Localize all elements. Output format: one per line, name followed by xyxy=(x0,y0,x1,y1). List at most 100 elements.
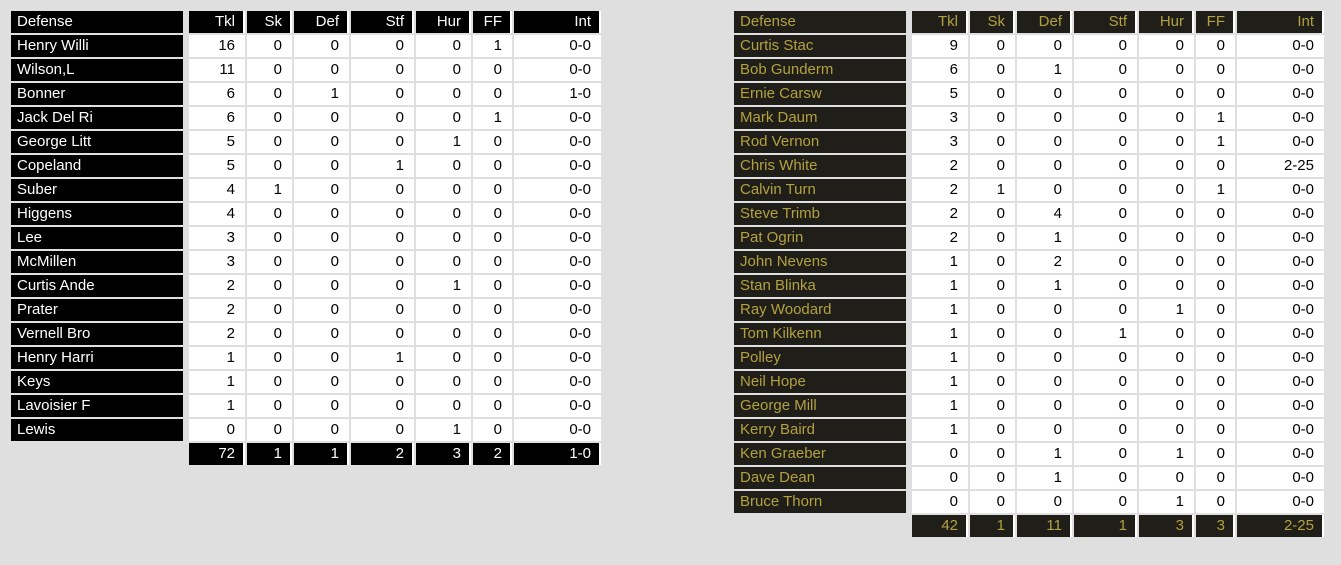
stat-cell: 0 xyxy=(416,323,471,345)
stat-cell: 0 xyxy=(1196,419,1235,441)
stat-cell: 0 xyxy=(351,419,414,441)
stat-cell: 16 xyxy=(189,35,245,57)
stat-cell: 1 xyxy=(1196,179,1235,201)
stat-cell: 0 xyxy=(1074,155,1137,177)
stat-cell: 0 xyxy=(1074,35,1137,57)
stat-cell: 1 xyxy=(473,107,512,129)
stat-cell: 0 xyxy=(189,419,245,441)
stat-cell: 2 xyxy=(189,275,245,297)
stat-cell: 0 xyxy=(351,227,414,249)
stat-cell: 0 xyxy=(970,347,1015,369)
stat-cell: 0 xyxy=(1017,419,1072,441)
stat-cell: 0-0 xyxy=(1237,299,1324,321)
column-header-ff: FF xyxy=(1196,11,1235,33)
player-name-cell: McMillen xyxy=(11,251,187,273)
stat-cell: 0 xyxy=(1139,59,1194,81)
stat-cell: 0-0 xyxy=(1237,251,1324,273)
stat-cell: 0 xyxy=(351,299,414,321)
stat-cell: 0-0 xyxy=(514,299,601,321)
player-name-cell: Keys xyxy=(11,371,187,393)
stat-cell: 0 xyxy=(1017,347,1072,369)
stat-cell: 0 xyxy=(1074,107,1137,129)
stat-cell: 0 xyxy=(294,155,349,177)
stat-cell: 0 xyxy=(1074,443,1137,465)
stat-cell: 2-25 xyxy=(1237,155,1324,177)
stat-cell: 0-0 xyxy=(514,35,601,57)
stat-cell: 0 xyxy=(416,203,471,225)
stat-cell: 0-0 xyxy=(1237,107,1324,129)
defense-stats-table-left: Defense Tkl Sk Def Stf Hur FF Int Henry Willi 16 0… xyxy=(9,9,603,467)
stat-cell: 0 xyxy=(1139,35,1194,57)
stat-cell: 0 xyxy=(1139,155,1194,177)
stat-cell: 0 xyxy=(294,347,349,369)
player-name-cell: Curtis Ande xyxy=(11,275,187,297)
defense-stats-table-right: Defense Tkl Sk Def Stf Hur FF Int Curtis Stac 9 0 0… xyxy=(732,9,1326,539)
stat-cell: 0 xyxy=(473,419,512,441)
table-row: Henry Harri 1 0 0 1 0 0 0-0 xyxy=(11,347,601,369)
stat-cell: 0 xyxy=(970,59,1015,81)
stat-cell: 5 xyxy=(189,131,245,153)
stat-cell: 0 xyxy=(294,299,349,321)
player-name-cell: Bonner xyxy=(11,83,187,105)
table-row: Bruce Thorn 0 0 0 0 1 0 0-0 xyxy=(734,491,1324,513)
stat-cell: 0 xyxy=(294,179,349,201)
stat-cell: 1 xyxy=(473,35,512,57)
totals-spacer-cell xyxy=(734,515,910,537)
total-cell: 2 xyxy=(473,443,512,465)
stat-cell: 0 xyxy=(294,395,349,417)
stat-cell: 0-0 xyxy=(1237,323,1324,345)
column-header-hur: Hur xyxy=(416,11,471,33)
stat-cell: 0 xyxy=(416,395,471,417)
stat-cell: 0 xyxy=(912,467,968,489)
table-row: Ernie Carsw 5 0 0 0 0 0 0-0 xyxy=(734,83,1324,105)
stat-cell: 1 xyxy=(912,371,968,393)
stat-cell: 5 xyxy=(189,155,245,177)
stat-cell: 4 xyxy=(189,179,245,201)
stat-cell: 0-0 xyxy=(1237,35,1324,57)
player-name-cell: George Litt xyxy=(11,131,187,153)
stat-cell: 4 xyxy=(1017,203,1072,225)
total-cell: 3 xyxy=(416,443,471,465)
stat-cell: 0-0 xyxy=(514,275,601,297)
table-row: Copeland 5 0 0 1 0 0 0-0 xyxy=(11,155,601,177)
stat-cell: 1 xyxy=(189,347,245,369)
stat-cell: 0 xyxy=(1017,155,1072,177)
column-header-sk: Sk xyxy=(970,11,1015,33)
stat-cell: 1 xyxy=(912,395,968,417)
stat-cell: 0 xyxy=(1196,323,1235,345)
table-row: Henry Willi 16 0 0 0 0 1 0-0 xyxy=(11,35,601,57)
player-name-cell: Lee xyxy=(11,227,187,249)
stat-cell: 0 xyxy=(912,491,968,513)
stat-cell: 1 xyxy=(351,347,414,369)
column-header-int: Int xyxy=(514,11,601,33)
table-row: Keys 1 0 0 0 0 0 0-0 xyxy=(11,371,601,393)
player-name-cell: Ken Graeber xyxy=(734,443,910,465)
totals-spacer-cell xyxy=(11,443,187,465)
totals-row: 42 1 11 1 3 3 2-25 xyxy=(734,515,1324,537)
stat-cell: 0 xyxy=(1017,35,1072,57)
table-row: Bonner 6 0 1 0 0 0 1-0 xyxy=(11,83,601,105)
stat-cell: 0 xyxy=(294,227,349,249)
stat-cell: 0 xyxy=(912,443,968,465)
stat-cell: 0 xyxy=(294,275,349,297)
stat-cell: 0 xyxy=(970,203,1015,225)
stat-cell: 1 xyxy=(351,155,414,177)
player-name-cell: Henry Willi xyxy=(11,35,187,57)
stat-cell: 6 xyxy=(189,107,245,129)
stat-cell: 1 xyxy=(189,371,245,393)
stat-cell: 0 xyxy=(416,371,471,393)
stat-cell: 1 xyxy=(1139,443,1194,465)
table-row: Prater 2 0 0 0 0 0 0-0 xyxy=(11,299,601,321)
stat-cell: 0 xyxy=(970,83,1015,105)
player-name-cell: Henry Harri xyxy=(11,347,187,369)
stat-cell: 2 xyxy=(912,155,968,177)
stat-cell: 0 xyxy=(247,371,292,393)
stat-cell: 0-0 xyxy=(1237,203,1324,225)
stat-cell: 0 xyxy=(247,83,292,105)
stat-cell: 0-0 xyxy=(1237,83,1324,105)
column-header-stf: Stf xyxy=(1074,11,1137,33)
stat-cell: 0 xyxy=(1074,395,1137,417)
stat-cell: 0 xyxy=(351,371,414,393)
stat-cell: 0 xyxy=(473,59,512,81)
